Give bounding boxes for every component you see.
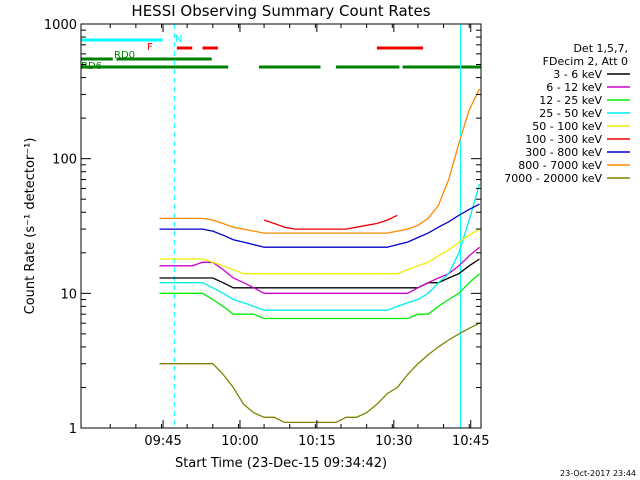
legend-entry: 7000 - 20000 keV bbox=[504, 172, 602, 185]
y-tick-label: 10 bbox=[60, 287, 77, 302]
y-tick-label: 100 bbox=[52, 153, 77, 168]
x-axis-label: Start Time (23-Dec-15 09:34:42) bbox=[175, 456, 387, 471]
legend-entry: 12 - 25 keV bbox=[539, 94, 602, 107]
series-line bbox=[159, 273, 480, 320]
series-lines bbox=[159, 88, 481, 424]
timestamp: 23-Oct-2017 23:44 bbox=[560, 469, 636, 478]
legend-entry: 25 - 50 keV bbox=[539, 107, 602, 120]
flag-label: N bbox=[175, 34, 182, 45]
y-axis-label: Count Rate (s⁻¹ detector⁻¹) bbox=[23, 138, 38, 315]
axes bbox=[80, 23, 482, 429]
flag-label: RD0 bbox=[114, 50, 135, 61]
chart-title: HESSI Observing Summary Count Rates bbox=[131, 2, 430, 20]
plot-frame bbox=[80, 23, 482, 429]
series-line bbox=[159, 203, 480, 248]
x-tick-label: 10:15 bbox=[298, 434, 335, 449]
series-line bbox=[159, 183, 481, 311]
instrument-flags: N F RD0 RD6 bbox=[81, 34, 481, 72]
x-tick-label: 10:30 bbox=[375, 434, 412, 449]
legend-header: Det 1,5,7, bbox=[573, 42, 628, 55]
legend-header: FDecim 2, Att 0 bbox=[543, 55, 628, 68]
series-line bbox=[159, 228, 480, 275]
flag-label: F bbox=[147, 42, 153, 53]
legend-entry: 6 - 12 keV bbox=[546, 81, 602, 94]
y-tick-label: 1000 bbox=[44, 18, 77, 33]
x-tick-label: 10:45 bbox=[452, 434, 489, 449]
legend-entry: 50 - 100 keV bbox=[532, 120, 602, 133]
y-tick-label: 1 bbox=[69, 422, 77, 437]
series-line bbox=[263, 214, 398, 230]
legend-entry: 800 - 7000 keV bbox=[518, 159, 602, 172]
tick-marks: 09:45 10:00 10:15 10:30 10:45 1 10 100 1000 bbox=[44, 18, 490, 449]
series-line bbox=[159, 322, 480, 424]
legend-entry: 300 - 800 keV bbox=[525, 146, 602, 159]
x-tick-label: 10:00 bbox=[221, 434, 258, 449]
legend-entry: 100 - 300 keV bbox=[525, 133, 602, 146]
x-tick-label: 09:45 bbox=[144, 434, 181, 449]
series-line bbox=[159, 88, 481, 234]
event-lines bbox=[173, 24, 461, 428]
series-line bbox=[159, 246, 480, 294]
flag-label: RD6 bbox=[81, 61, 102, 72]
legend-entry: 3 - 6 keV bbox=[553, 68, 602, 81]
